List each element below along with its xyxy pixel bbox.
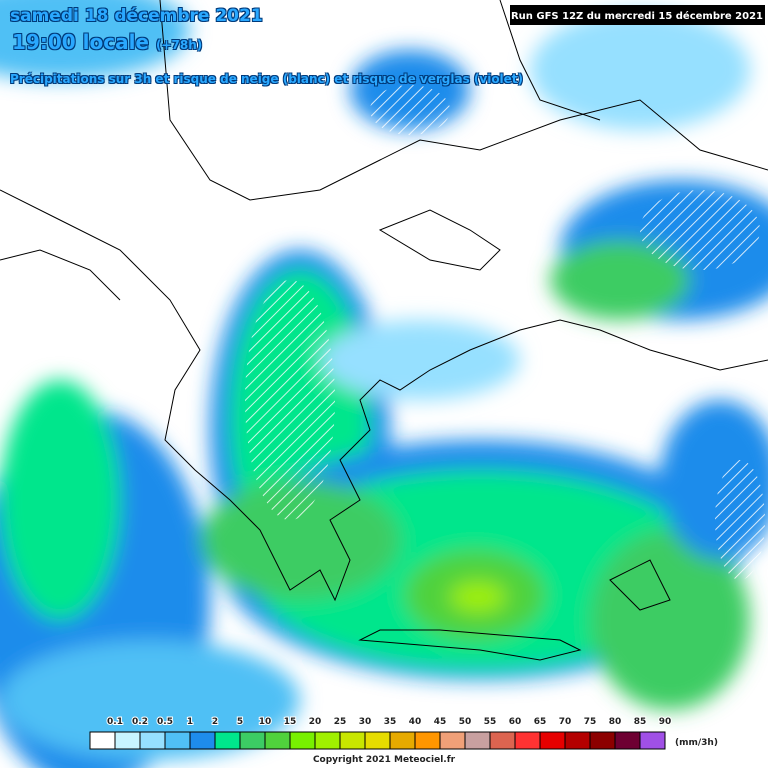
legend-swatch xyxy=(414,731,441,750)
legend-swatch xyxy=(364,731,391,750)
legend-label: 80 xyxy=(609,717,622,727)
legend-label: 0.2 xyxy=(132,717,148,727)
legend-label: 30 xyxy=(359,717,372,727)
legend-label: 5 xyxy=(237,717,243,727)
legend-label: 0.5 xyxy=(157,717,173,727)
legend-swatch xyxy=(289,731,316,750)
legend-label: 10 xyxy=(259,717,272,727)
legend-swatch xyxy=(189,731,216,750)
legend-label: 70 xyxy=(559,717,572,727)
legend-label: 50 xyxy=(459,717,472,727)
time-text: 19:00 locale xyxy=(12,30,149,54)
legend-label: 25 xyxy=(334,717,347,727)
legend-swatch xyxy=(539,731,566,750)
legend-swatch xyxy=(339,731,366,750)
legend-swatch xyxy=(489,731,516,750)
legend-unit: (mm/3h) xyxy=(675,738,718,748)
legend-label: 35 xyxy=(384,717,397,727)
legend-label: 55 xyxy=(484,717,497,727)
legend-swatch xyxy=(514,731,541,750)
legend-swatch xyxy=(564,731,591,750)
copyright: Copyright 2021 Meteociel.fr xyxy=(313,755,456,765)
legend-label: 85 xyxy=(634,717,647,727)
legend-swatch xyxy=(214,731,241,750)
subtitle: Précipitations sur 3h et risque de neige… xyxy=(10,72,524,86)
legend-label: 60 xyxy=(509,717,522,727)
time: 19:00 locale (+78h) xyxy=(12,30,202,54)
legend-label: 90 xyxy=(659,717,672,727)
date: samedi 18 décembre 2021 xyxy=(10,6,263,26)
run-box xyxy=(510,5,765,25)
snow-risk-hatching xyxy=(245,85,765,580)
legend-swatch xyxy=(114,731,141,750)
legend-label: 1 xyxy=(187,717,193,727)
legend-label: 65 xyxy=(534,717,547,727)
legend-swatch xyxy=(239,731,266,750)
legend-swatch xyxy=(639,731,666,750)
lead-time: (+78h) xyxy=(155,38,203,52)
legend: 0.1 0.2 0.5 1 2 5 10 15 20 25 30 35 40 45 50 55 60 65 70 75… xyxy=(89,716,672,750)
legend-swatch xyxy=(139,731,166,750)
legend-label: 45 xyxy=(434,717,447,727)
run-info: Run GFS 12Z du mercredi 15 décembre 2021 xyxy=(511,10,763,22)
legend-label: 75 xyxy=(584,717,597,727)
legend-label: 15 xyxy=(284,717,297,727)
legend-swatch xyxy=(464,731,491,750)
legend-swatch xyxy=(589,731,616,750)
legend-label: 2 xyxy=(212,717,218,727)
coastlines xyxy=(0,0,768,661)
legend-label: 0.1 xyxy=(107,717,123,727)
legend-swatch xyxy=(164,731,191,750)
legend-swatch xyxy=(264,731,291,750)
legend-swatch xyxy=(89,731,116,750)
legend-swatch xyxy=(314,731,341,750)
legend-swatch xyxy=(439,731,466,750)
legend-swatch xyxy=(614,731,641,750)
legend-label: 40 xyxy=(409,717,422,727)
legend-label: 20 xyxy=(309,717,322,727)
legend-swatch xyxy=(389,731,416,750)
